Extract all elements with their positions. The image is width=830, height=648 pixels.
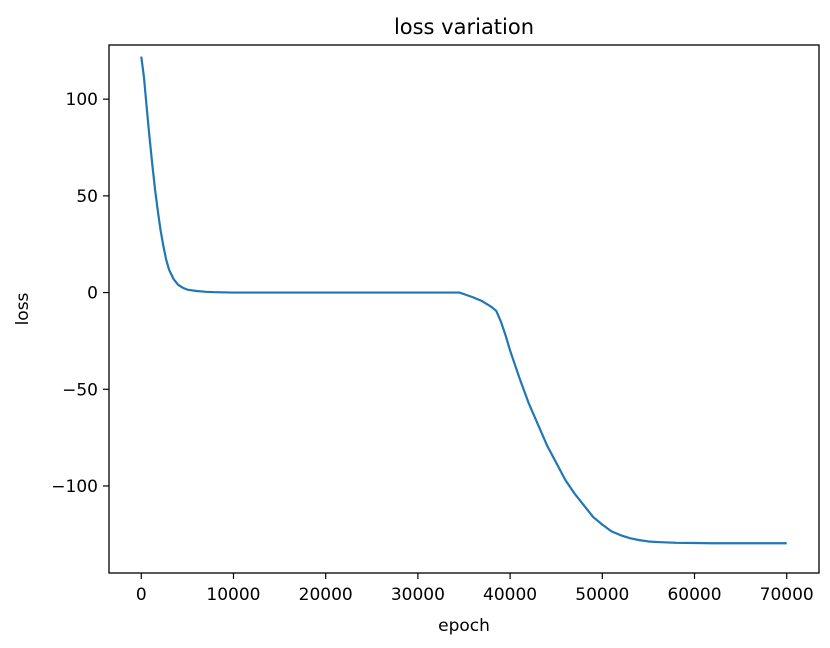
y-tick-label: 0 bbox=[87, 284, 98, 304]
x-tick-label: 30000 bbox=[391, 585, 445, 605]
plot-frame bbox=[108, 44, 820, 574]
x-axis-label: epoch bbox=[438, 616, 490, 636]
x-tick-label: 20000 bbox=[299, 585, 353, 605]
x-tick-label: 70000 bbox=[760, 585, 814, 605]
y-tick-label: 50 bbox=[76, 187, 98, 207]
x-tick-label: 10000 bbox=[206, 585, 260, 605]
series-line-loss bbox=[140, 56, 787, 545]
y-axis: 100 50 0 −50 −100 bbox=[51, 90, 109, 497]
x-tick-label: 50000 bbox=[575, 585, 629, 605]
x-tick-label: 40000 bbox=[483, 585, 537, 605]
y-tick-label: −100 bbox=[51, 477, 98, 497]
y-tick-label: −50 bbox=[62, 380, 98, 400]
y-tick-label: 100 bbox=[66, 90, 98, 110]
x-tick-label: 0 bbox=[136, 585, 147, 605]
x-tick-label: 60000 bbox=[667, 585, 721, 605]
chart-title: loss variation bbox=[394, 15, 534, 39]
y-axis-label: loss bbox=[13, 292, 33, 325]
x-axis: 0 10000 20000 30000 40000 50000 60000 70000 bbox=[136, 573, 814, 605]
